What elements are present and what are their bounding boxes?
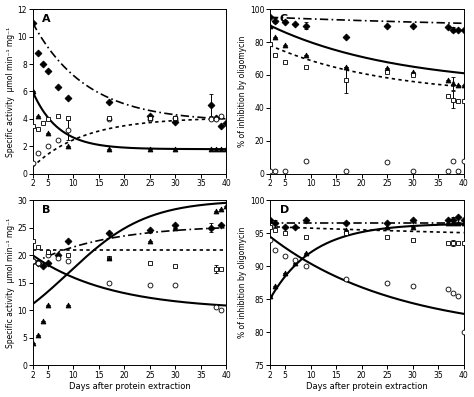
Y-axis label: Specific activity  μmol min⁻¹ mg⁻¹: Specific activity μmol min⁻¹ mg⁻¹ [6,27,15,156]
Text: C: C [280,14,288,24]
X-axis label: Days after protein extraction: Days after protein extraction [69,382,191,391]
Text: B: B [42,205,51,215]
Y-axis label: % of inhibition by oligomycin: % of inhibition by oligomycin [238,36,247,147]
Text: A: A [42,14,51,24]
Y-axis label: % of inhibition by oligomycin: % of inhibition by oligomycin [238,227,247,338]
X-axis label: Days after protein extraction: Days after protein extraction [306,382,428,391]
Y-axis label: Specific activity  μmol min⁻¹ mg⁻¹: Specific activity μmol min⁻¹ mg⁻¹ [6,218,15,348]
Text: D: D [280,205,289,215]
